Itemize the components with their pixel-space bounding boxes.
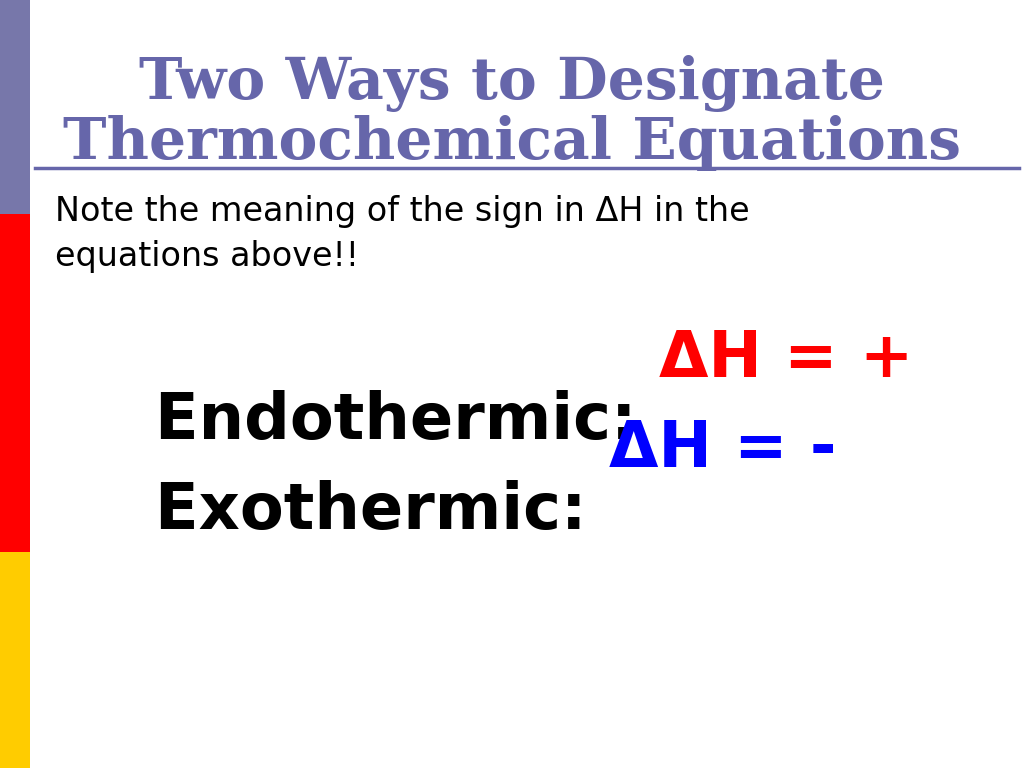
- Text: Thermochemical Equations: Thermochemical Equations: [63, 115, 961, 171]
- Bar: [0, 552, 30, 768]
- Bar: [0, 0, 30, 214]
- Text: Endothermic:: Endothermic:: [155, 390, 658, 452]
- Text: ΔH = +: ΔH = +: [658, 328, 913, 390]
- Text: Two Ways to Designate: Two Ways to Designate: [139, 55, 885, 112]
- Text: Note the meaning of the sign in ΔH in the: Note the meaning of the sign in ΔH in th…: [55, 195, 750, 228]
- Bar: [0, 214, 30, 552]
- Text: ΔH = -: ΔH = -: [608, 418, 837, 480]
- Text: equations above!!: equations above!!: [55, 240, 359, 273]
- Text: Exothermic:: Exothermic:: [155, 480, 608, 542]
